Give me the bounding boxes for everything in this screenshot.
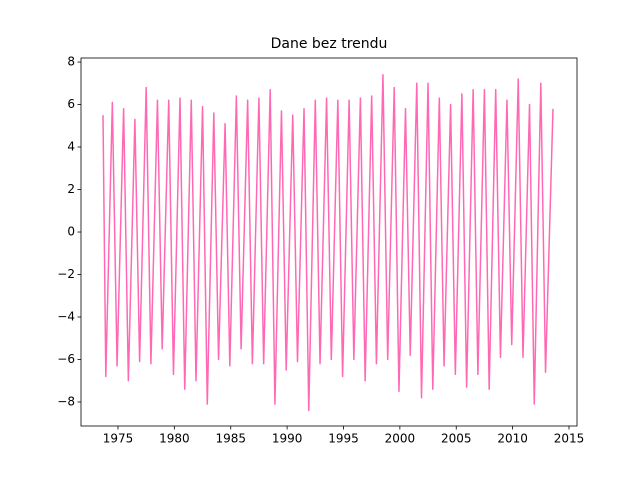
- x-tick-label: 1985: [215, 432, 246, 446]
- y-tick-label: −2: [57, 267, 75, 281]
- y-tick-label: −8: [57, 394, 75, 408]
- x-tick-label: 2015: [554, 432, 585, 446]
- axes-frame: [80, 57, 578, 427]
- x-tick-label: 2010: [497, 432, 528, 446]
- x-tick-label: 2005: [441, 432, 472, 446]
- x-tick-label: 1980: [159, 432, 190, 446]
- x-tick-label: 1990: [272, 432, 303, 446]
- y-tick-label: 0: [67, 225, 75, 239]
- x-tick-label: 1975: [103, 432, 134, 446]
- data-line: [102, 74, 554, 412]
- x-tick-label: 2000: [385, 432, 416, 446]
- y-tick-label: 2: [67, 182, 75, 196]
- y-tick-label: −4: [57, 310, 75, 324]
- chart-title: Dane bez trendu: [271, 36, 388, 52]
- y-tick-label: 6: [67, 97, 75, 111]
- x-tick-label: 1995: [328, 432, 359, 446]
- y-tick-label: 8: [67, 55, 75, 69]
- y-tick-label: 4: [67, 140, 75, 154]
- y-tick-label: −6: [57, 352, 75, 366]
